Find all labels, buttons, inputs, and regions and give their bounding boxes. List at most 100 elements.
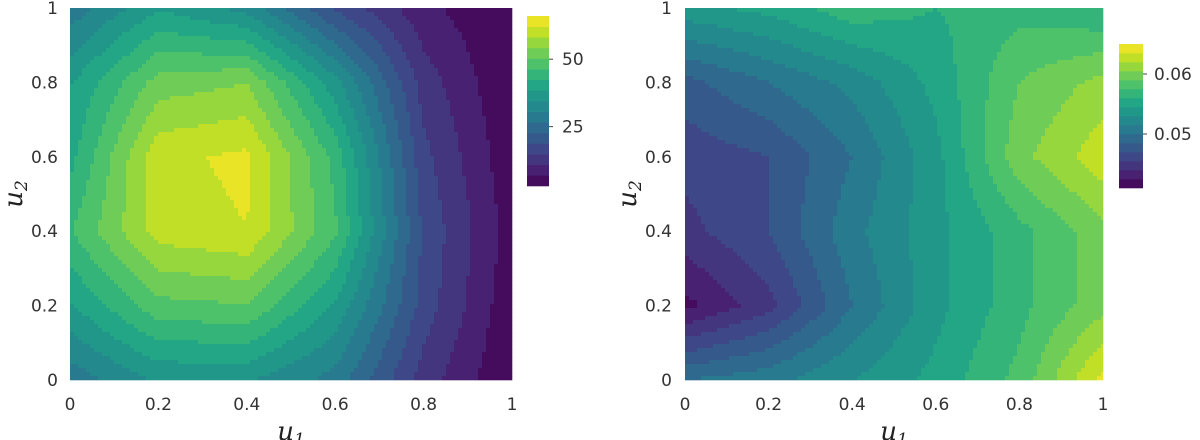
contour-cell [362, 16, 367, 21]
contour-cell [358, 44, 363, 49]
contour-cell [274, 180, 279, 185]
contour-cell [414, 124, 419, 129]
contour-cell [434, 144, 439, 149]
contour-cell [290, 20, 295, 25]
contour-cell [94, 164, 99, 169]
contour-cell [222, 92, 227, 97]
contour-cell [374, 176, 379, 181]
contour-cell [394, 68, 399, 73]
contour-cell [210, 28, 215, 33]
contour-cell [102, 128, 107, 133]
contour-cell [342, 52, 347, 57]
contour-cell [246, 36, 251, 41]
contour-cell [506, 104, 511, 109]
contour-cell [354, 88, 359, 93]
contour-cell [154, 144, 159, 149]
contour-cell [186, 124, 191, 129]
contour-cell [242, 132, 247, 137]
contour-cell [418, 88, 423, 93]
contour-cell [110, 64, 115, 69]
contour-cell [330, 40, 335, 45]
contour-cell [358, 180, 363, 185]
contour-cell [414, 136, 419, 141]
contour-cell [138, 176, 143, 181]
contour-cell [282, 56, 287, 61]
contour-cell [406, 40, 411, 45]
contour-cell [190, 128, 195, 133]
contour-cell [370, 40, 375, 45]
contour-cell [238, 92, 243, 97]
contour-cell [90, 20, 95, 25]
contour-cell [294, 64, 299, 69]
contour-cell [150, 96, 155, 101]
contour-cell [390, 24, 395, 29]
contour-cell [338, 124, 343, 129]
contour-cell [230, 48, 235, 53]
contour-cell [494, 160, 499, 165]
contour-cell [154, 124, 159, 129]
contour-cell [322, 80, 327, 85]
contour-cell [154, 116, 159, 121]
contour-cell [278, 168, 283, 173]
contour-cell [274, 88, 279, 93]
contour-cell [402, 140, 407, 145]
contour-cell [114, 24, 119, 29]
contour-cell [86, 48, 91, 53]
contour-cell [146, 24, 151, 29]
contour-cell [230, 156, 235, 161]
contour-cell [502, 72, 507, 77]
contour-cell [274, 152, 279, 157]
contour-cell [114, 8, 119, 13]
contour-cell [422, 128, 427, 133]
contour-cell [306, 164, 311, 169]
contour-cell [350, 172, 355, 177]
contour-cell [198, 184, 203, 189]
contour-cell [438, 168, 443, 173]
contour-cell [466, 24, 471, 29]
contour-cell [374, 140, 379, 145]
contour-cell [194, 52, 199, 57]
contour-cell [454, 88, 459, 93]
contour-cell [414, 180, 419, 185]
contour-cell [166, 12, 171, 17]
contour-cell [426, 32, 431, 37]
contour-cell [338, 72, 343, 77]
contour-cell [470, 144, 475, 149]
contour-cell [310, 36, 315, 41]
contour-cell [102, 108, 107, 113]
contour-cell [318, 152, 323, 157]
contour-cell [122, 32, 127, 37]
contour-cell [390, 112, 395, 117]
contour-cell [306, 100, 311, 105]
contour-cell [266, 96, 271, 101]
contour-cell [354, 8, 359, 13]
contour-cell [282, 84, 287, 89]
contour-cell [418, 16, 423, 21]
contour-cell [486, 120, 491, 125]
contour-cell [102, 96, 107, 101]
contour-cell [314, 52, 319, 57]
contour-cell [146, 120, 151, 125]
contour-cell [246, 128, 251, 133]
contour-cell [470, 28, 475, 33]
contour-cell [166, 132, 171, 137]
contour-cell [78, 28, 83, 33]
contour-cell [354, 44, 359, 49]
contour-cell [198, 100, 203, 105]
contour-cell [246, 172, 251, 177]
contour-cell [86, 168, 91, 173]
contour-cell [270, 8, 275, 13]
contour-cell [410, 36, 415, 41]
contour-cell [94, 8, 99, 13]
contour-cell [442, 116, 447, 121]
contour-cell [406, 136, 411, 141]
contour-cell [338, 148, 343, 153]
contour-cell [354, 20, 359, 25]
contour-cell [110, 12, 115, 17]
contour-cell [342, 56, 347, 61]
contour-cell [82, 104, 87, 109]
contour-cell [242, 180, 247, 185]
contour-cell [206, 140, 211, 145]
contour-cell [318, 28, 323, 33]
contour-cell [186, 92, 191, 97]
